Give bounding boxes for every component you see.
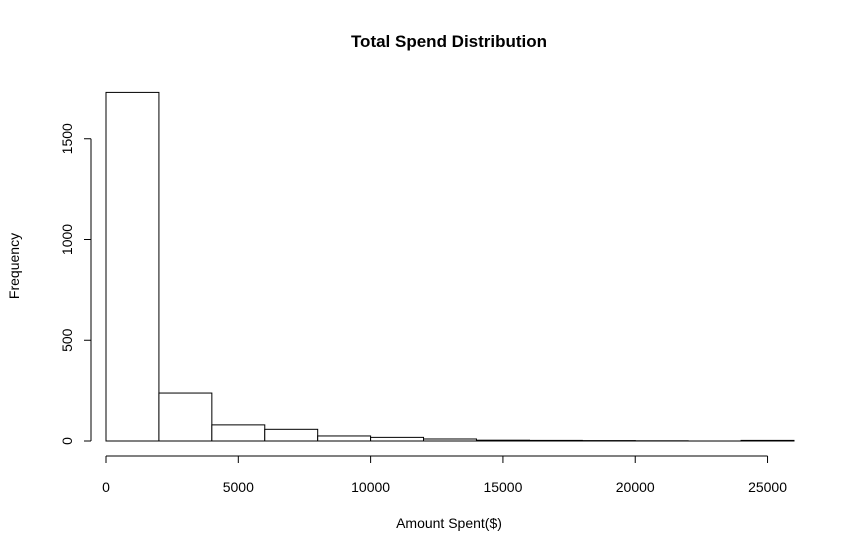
- histogram-bars: [105, 91, 795, 442]
- histogram-bar: [423, 438, 477, 442]
- histogram-bar: [211, 424, 266, 442]
- x-tick-label: 15000: [483, 479, 522, 495]
- x-axis-label: Amount Spent($): [396, 515, 502, 531]
- histogram-bar: [105, 91, 160, 442]
- x-tick-label: 25000: [748, 479, 787, 495]
- histogram-bar: [317, 435, 372, 442]
- histogram-bar: [264, 428, 319, 442]
- x-tick-label: 0: [102, 479, 110, 495]
- histogram-bar: [475, 439, 530, 442]
- x-axis: 0 5000 10000 15000 20000 25000: [102, 455, 787, 495]
- chart-title: Total Spend Distribution: [351, 32, 547, 51]
- x-tick-label: 5000: [223, 479, 254, 495]
- histogram-bar: [158, 392, 213, 442]
- y-axis-label: Frequency: [6, 233, 22, 299]
- y-tick-label: 1000: [59, 224, 75, 255]
- y-tick-label: 0: [59, 437, 75, 445]
- y-axis: 0 500 1000 1500: [59, 123, 92, 445]
- histogram-bar: [528, 439, 583, 442]
- x-tick-label: 10000: [351, 479, 390, 495]
- histogram-bar: [370, 436, 425, 442]
- x-tick-label: 20000: [616, 479, 655, 495]
- y-tick-label: 1500: [59, 123, 75, 154]
- y-tick-label: 500: [59, 328, 75, 352]
- histogram-bar: [740, 439, 795, 442]
